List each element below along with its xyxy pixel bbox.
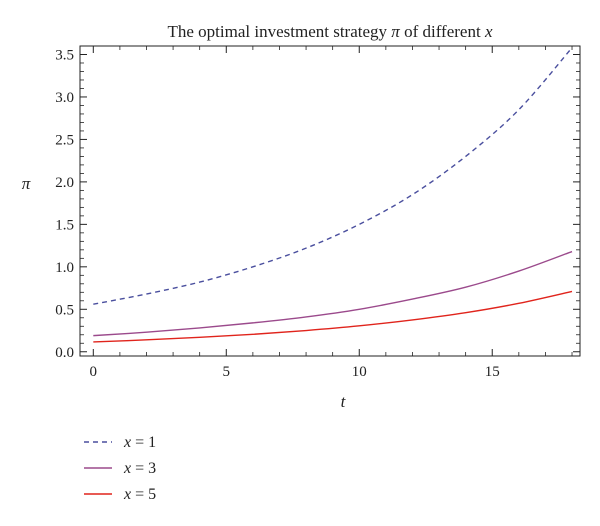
legend: x = 1 x = 3 x = 5 [84,434,156,503]
y-tick-label: 1.5 [55,217,74,233]
y-axis-label: π [22,174,31,193]
x-tick-label: 10 [352,364,367,380]
y-tick-label: 1.0 [55,260,74,276]
y-tick-label: 0.0 [55,345,74,361]
y-tick-label: 0.5 [55,302,74,318]
y-tick-label: 2.5 [55,132,74,148]
legend-entry-x-1: x = 1 [123,434,156,451]
series-lines [93,47,573,343]
x-axis-label: t [341,392,347,411]
y-tick-label: 3.5 [55,47,74,63]
chart-title: The optimal investment strategy π of dif… [168,22,493,41]
legend-entry-x-5: x = 5 [123,486,156,503]
axis-ticks: 0 5 10 15 0.0 0.5 1.0 1.5 2.0 2.5 3.0 3.5 [55,46,580,380]
plot-frame [79,45,581,357]
y-tick-label: 3.0 [55,90,74,106]
x-tick-label: 15 [485,364,500,380]
series-line-x-3 [93,250,573,337]
series-line-x-1 [93,47,573,305]
y-tick-label: 2.0 [55,175,74,191]
series-line-x-5 [93,290,573,343]
legend-entry-x-3: x = 3 [123,460,156,477]
x-tick-label: 0 [90,364,98,380]
x-tick-label: 5 [223,364,231,380]
